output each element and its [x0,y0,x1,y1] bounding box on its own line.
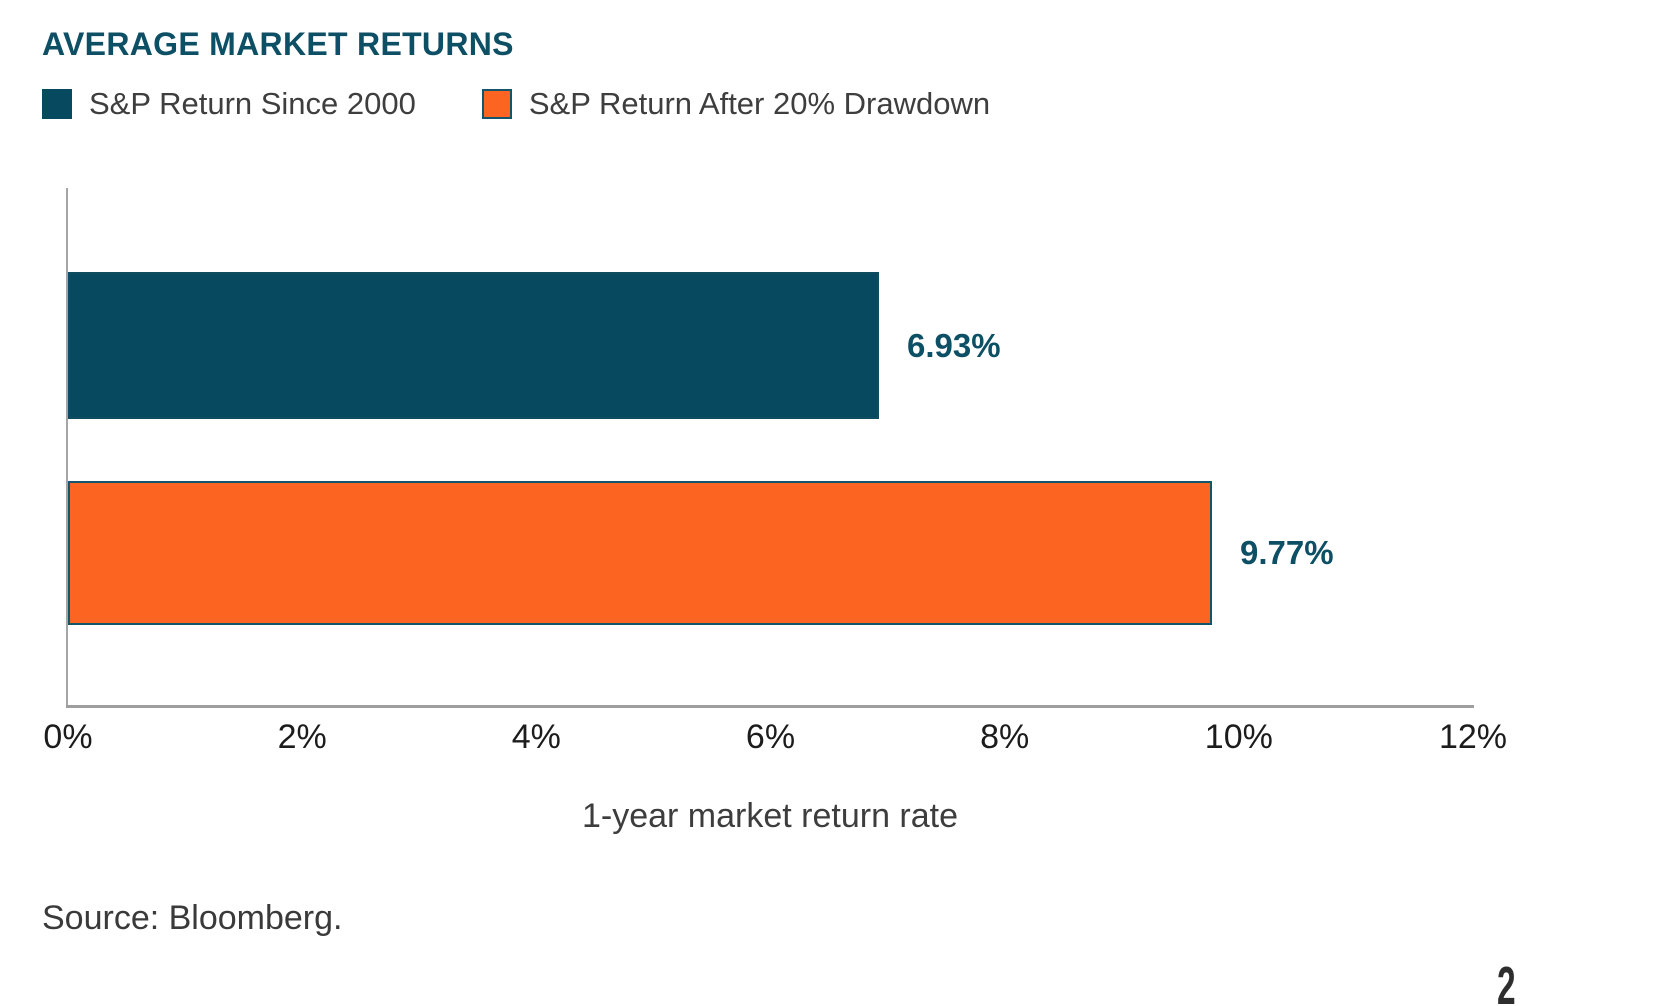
x-tick-label-12pct: 12% [1438,718,1508,756]
bar-value-label-sp-return-after-drawdown: 9.77% [1240,534,1334,571]
chart-title: AVERAGE MARKET RETURNS [42,26,514,62]
legend-swatch-orange [481,89,512,119]
legend-item-sp-return-since-2000: S&P Return Since 2000 [42,86,416,122]
bar-sp-return-since-2000 [68,272,879,419]
legend-label-sp-return-since-2000: S&P Return Since 2000 [89,86,416,121]
y-axis-line [66,188,68,708]
legend: S&P Return Since 2000 S&P Return After 2… [42,86,990,122]
x-tick-label-2pct: 2% [277,718,327,756]
legend-swatch-teal [42,89,72,119]
bar-sp-return-after-drawdown [68,481,1212,625]
x-tick-label-6pct: 6% [745,718,796,756]
x-axis-line [66,705,1474,708]
x-tick-label-8pct: 8% [980,718,1030,756]
x-tick-label-4pct: 4% [511,718,561,756]
legend-label-sp-return-after-drawdown: S&P Return After 20% Drawdown [528,86,991,121]
x-axis-title: 1-year market return rate [581,797,959,835]
bar-value-label-sp-return-since-2000: 6.93% [907,326,1001,364]
page-number: 2 [1497,956,1516,1006]
x-tick-label-0pct: 0% [43,718,93,756]
source-note: Source: Bloomberg. [42,899,343,937]
legend-item-sp-return-after-drawdown: S&P Return After 20% Drawdown [481,86,991,122]
x-tick-label-10pct: 10% [1204,718,1273,756]
